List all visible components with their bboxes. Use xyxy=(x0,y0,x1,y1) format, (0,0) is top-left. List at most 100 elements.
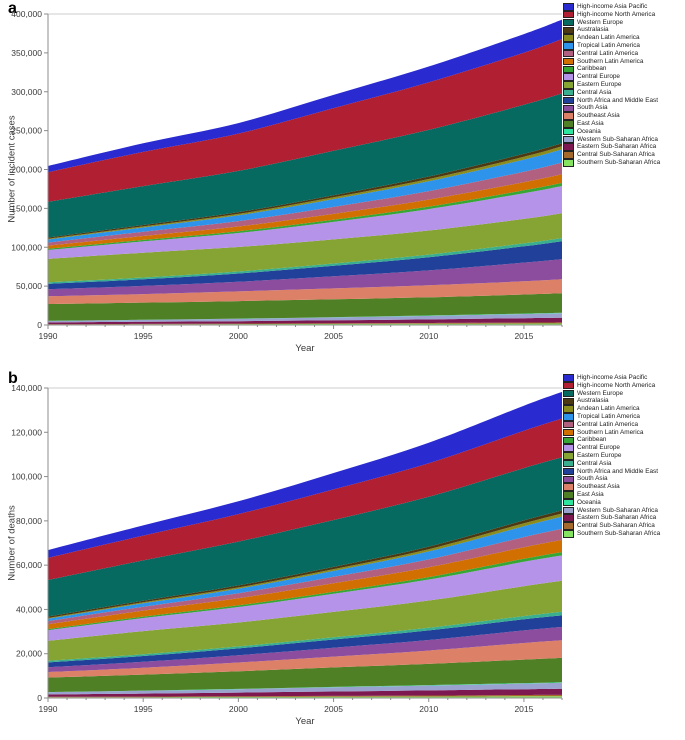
legend-item: Oceania xyxy=(563,128,660,136)
y-tick-label: 150,000 xyxy=(11,203,42,213)
legend-item-label: North Africa and Middle East xyxy=(577,96,658,104)
legend-item: Tropical Latin America xyxy=(563,42,660,50)
legend-item: Eastern Europe xyxy=(563,452,660,460)
legend-swatch-icon xyxy=(563,530,574,538)
legend-item-label: Tropical Latin America xyxy=(577,41,640,49)
legend-item-label: Oceania xyxy=(577,127,601,135)
area-band-east-asia xyxy=(48,293,562,321)
y-tick-label: 100,000 xyxy=(11,472,42,482)
legend-swatch-icon xyxy=(563,467,574,476)
legend-swatch-icon xyxy=(563,491,574,499)
legend-item-label: Eastern Sub-Saharan Africa xyxy=(577,514,657,522)
legend-item: East Asia xyxy=(563,491,660,499)
legend-item: Central Asia xyxy=(563,89,660,97)
legend-item: Caribbean xyxy=(563,436,660,445)
y-tick-label: 250,000 xyxy=(11,126,42,136)
x-tick-label: 1990 xyxy=(39,704,58,714)
legend-swatch-icon xyxy=(563,522,574,530)
area-band-central-sub-saharan-africa xyxy=(48,322,562,325)
legend-swatch-icon xyxy=(563,444,574,452)
legend-swatch-icon xyxy=(563,3,574,11)
legend-item: South Asia xyxy=(563,104,660,112)
legend-item: Tropical Latin America xyxy=(563,413,660,421)
legend-swatch-icon xyxy=(563,436,574,445)
x-tick-label: 2000 xyxy=(229,704,248,714)
legend-item: Caribbean xyxy=(563,65,660,74)
legend-item-label: North Africa and Middle East xyxy=(577,467,658,475)
legend-item-label: East Asia xyxy=(577,119,604,127)
legend-item: North Africa and Middle East xyxy=(563,468,660,476)
legend-item: High-income Asia Pacific xyxy=(563,374,660,382)
area-band-high-income-north-america xyxy=(48,39,562,202)
x-axis-label-year-a: Year xyxy=(295,343,315,354)
legend-item-label: Caribbean xyxy=(577,65,607,73)
legend-item-label: High-income Asia Pacific xyxy=(577,3,648,10)
legend-item: Southeast Asia xyxy=(563,483,660,491)
y-tick-label: 40,000 xyxy=(16,604,42,614)
legend-item-label: Eastern Europe xyxy=(577,451,622,459)
legend-swatch-icon xyxy=(563,73,574,81)
legend-item: High-income North America xyxy=(563,11,660,19)
legend-item-label: Central Asia xyxy=(577,459,612,467)
area-band-western-sub-saharan-africa xyxy=(48,313,562,323)
area-band-western-europe xyxy=(48,93,562,238)
legend-swatch-icon xyxy=(563,506,574,515)
legend-swatch-icon xyxy=(563,498,574,507)
legend-item-label: Western Europe xyxy=(577,18,624,26)
legend-swatch-icon xyxy=(563,57,574,66)
legend-item-label: Central Europe xyxy=(577,444,620,452)
area-band-eastern-sub-saharan-africa xyxy=(48,688,562,697)
area-band-caribbean xyxy=(48,552,562,631)
legend-item: Central Sub-Saharan Africa xyxy=(563,522,660,530)
legend-swatch-icon xyxy=(563,96,574,105)
area-band-high-income-asia-pacific xyxy=(48,19,562,173)
legend-item: North Africa and Middle East xyxy=(563,97,660,105)
legend-item-label: Australasia xyxy=(577,397,609,405)
legend-item-label: Australasia xyxy=(577,26,609,34)
legend-swatch-icon xyxy=(563,112,574,120)
legend-item: Andean Latin America xyxy=(563,34,660,42)
area-band-south-asia xyxy=(48,259,562,297)
legend-item-label: Western Europe xyxy=(577,389,624,397)
legend-item-label: Southern Sub-Saharan Africa xyxy=(577,529,661,537)
x-tick-label: 1990 xyxy=(39,331,58,341)
y-tick-label: 0 xyxy=(37,693,42,703)
legend-item: Eastern Europe xyxy=(563,81,660,89)
area-band-tropical-latin-america xyxy=(48,149,562,243)
x-tick-label: 2010 xyxy=(419,331,438,341)
x-axis-label-year-b: Year xyxy=(295,716,315,727)
legend-item: Australasia xyxy=(563,397,660,406)
legend-item-label: Tropical Latin America xyxy=(577,412,640,420)
y-tick-label: 400,000 xyxy=(11,9,42,19)
legend-swatch-icon xyxy=(563,483,574,491)
y-tick-label: 350,000 xyxy=(11,48,42,58)
legend-item: Andean Latin America xyxy=(563,405,660,413)
legend-swatch-icon xyxy=(563,88,574,97)
legend-item-label: Southern Latin America xyxy=(577,428,644,436)
area-band-western-europe xyxy=(48,457,562,617)
legend-swatch-icon xyxy=(563,127,574,136)
area-band-eastern-europe xyxy=(48,213,562,283)
legend-item-label: East Asia xyxy=(577,490,604,498)
legend-swatch-icon xyxy=(563,389,574,398)
y-tick-label: 50,000 xyxy=(16,281,42,291)
legend-item-label: Andean Latin America xyxy=(577,34,640,42)
legend-panel-b: High-income Asia Pacific High-income Nort… xyxy=(563,374,660,538)
legend-item-label: High-income North America xyxy=(577,381,656,389)
legend-swatch-icon xyxy=(563,381,574,390)
legend-swatch-icon xyxy=(563,81,574,89)
area-band-central-latin-america xyxy=(48,528,562,625)
legend-item: Central Latin America xyxy=(563,50,660,58)
panel-b-letter: b xyxy=(8,370,18,387)
area-band-southern-latin-america xyxy=(48,539,562,630)
legend-item-label: Southeast Asia xyxy=(577,483,620,491)
legend-swatch-icon xyxy=(563,420,574,429)
area-band-southeast-asia xyxy=(48,640,562,678)
legend-item: Eastern Sub-Saharan Africa xyxy=(563,143,660,151)
legend-item: East Asia xyxy=(563,120,660,128)
legend-item: Western Sub-Saharan Africa xyxy=(563,136,660,144)
legend-item: South Asia xyxy=(563,475,660,483)
legend-swatch-icon xyxy=(563,428,574,437)
x-tick-label: 1995 xyxy=(134,331,153,341)
